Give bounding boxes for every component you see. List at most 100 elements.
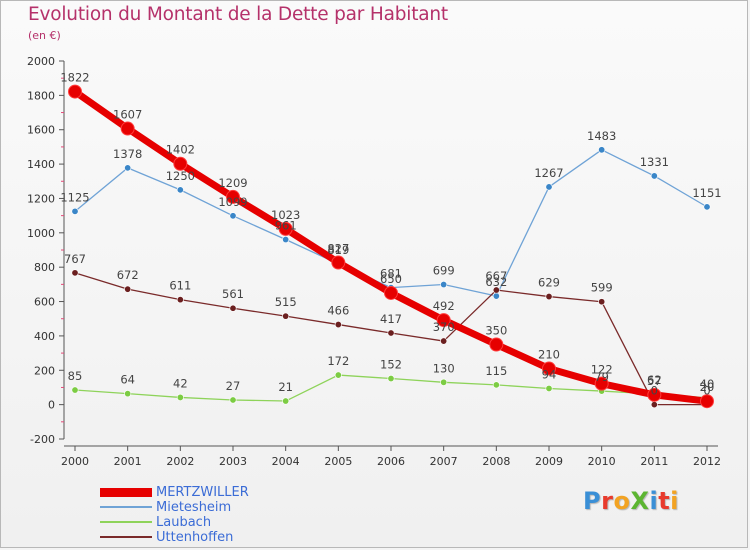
data-label: 767: [64, 252, 86, 266]
data-label: 172: [327, 354, 349, 368]
data-point: [334, 321, 342, 329]
data-point: [176, 186, 184, 194]
data-point: [492, 292, 500, 300]
data-point: [331, 255, 346, 270]
data-label: 350: [485, 324, 507, 338]
data-point: [492, 286, 500, 294]
data-label: 57: [647, 374, 662, 388]
data-label: 1483: [587, 129, 616, 143]
data-label: 40: [700, 377, 715, 391]
data-label: 20: [700, 380, 715, 394]
data-point: [176, 393, 184, 401]
data-label: 699: [433, 264, 455, 278]
chart-title: Evolution du Montant de la Dette par Hab…: [28, 4, 448, 25]
data-label: 599: [591, 281, 613, 295]
data-label: 0: [651, 384, 658, 398]
data-point: [278, 221, 293, 236]
logo-letter: o: [613, 487, 631, 515]
data-label: 1023: [271, 208, 300, 222]
data-label: 0: [703, 384, 710, 398]
data-label: 42: [173, 376, 188, 390]
x-tick-label: 2002: [166, 455, 194, 468]
data-point: [334, 371, 342, 379]
data-point: [226, 189, 240, 204]
data-label: 27: [226, 379, 241, 393]
data-point: [124, 285, 132, 293]
data-point: [436, 313, 451, 328]
data-label: 1822: [60, 71, 89, 85]
data-point: [387, 329, 395, 337]
data-label: 62: [647, 373, 662, 387]
data-label: 466: [327, 304, 349, 318]
x-tick-label: 2004: [272, 455, 300, 468]
data-point: [594, 376, 609, 391]
data-label: 561: [222, 287, 244, 301]
data-label: 130: [433, 361, 455, 375]
data-label: 667: [485, 269, 507, 283]
data-point: [703, 203, 711, 211]
proxiti-logo: ProXiti: [583, 487, 679, 515]
data-label: 629: [538, 276, 560, 290]
legend-swatch: [100, 506, 152, 508]
data-point: [229, 212, 237, 220]
data-label: 122: [591, 363, 613, 377]
x-tick-label: 2010: [588, 455, 616, 468]
chart-subtitle: (en €): [28, 29, 61, 42]
data-label: 1151: [692, 186, 721, 200]
data-label: 961: [275, 219, 297, 233]
legend-swatch: [100, 521, 152, 523]
data-label: 1378: [113, 147, 142, 161]
data-label: 79: [594, 370, 609, 384]
data-point: [282, 312, 290, 320]
data-point: [542, 361, 556, 376]
data-label: 819: [327, 243, 349, 257]
data-label: 370: [433, 320, 455, 334]
data-label: 611: [169, 279, 191, 293]
data-point: [598, 298, 606, 306]
logo-letter: r: [601, 487, 614, 515]
data-label: 152: [380, 358, 402, 372]
data-label: 1209: [218, 176, 247, 190]
data-point: [384, 285, 398, 300]
data-point: [71, 207, 79, 215]
legend-label: Mietesheim: [156, 500, 232, 515]
legend-label: MERTZWILLER: [156, 485, 249, 500]
data-point: [545, 293, 553, 301]
data-label: 632: [485, 275, 507, 289]
data-point: [387, 375, 395, 383]
data-point: [120, 121, 135, 136]
data-label: 1331: [640, 155, 669, 169]
data-label: 64: [120, 373, 135, 387]
data-label: 417: [380, 312, 402, 326]
data-point: [71, 269, 79, 277]
x-tick-label: 2001: [114, 455, 142, 468]
x-tick-label: 2011: [640, 455, 668, 468]
data-label: 21: [278, 380, 293, 394]
data-point: [282, 397, 290, 405]
y-tick-label: 800: [34, 261, 55, 274]
x-tick-label: 2003: [219, 455, 247, 468]
data-point: [282, 236, 290, 244]
y-tick-label: 600: [34, 296, 55, 309]
data-point: [124, 164, 132, 172]
data-label: 1250: [166, 169, 195, 183]
data-point: [176, 296, 184, 304]
data-point: [700, 394, 714, 409]
data-label: 1402: [166, 143, 195, 157]
data-point: [124, 390, 132, 398]
data-label: 672: [117, 268, 139, 282]
y-tick-label: 1600: [27, 124, 55, 137]
data-label: 492: [433, 299, 455, 313]
data-point: [440, 281, 448, 289]
x-tick-label: 2009: [535, 455, 563, 468]
data-point: [229, 304, 237, 312]
data-point: [489, 337, 504, 352]
data-point: [71, 386, 79, 394]
data-label: 1267: [534, 166, 563, 180]
data-label: 210: [538, 348, 560, 362]
data-label: 650: [380, 272, 402, 286]
data-label: 94: [542, 367, 557, 381]
y-tick-label: 200: [34, 364, 55, 377]
